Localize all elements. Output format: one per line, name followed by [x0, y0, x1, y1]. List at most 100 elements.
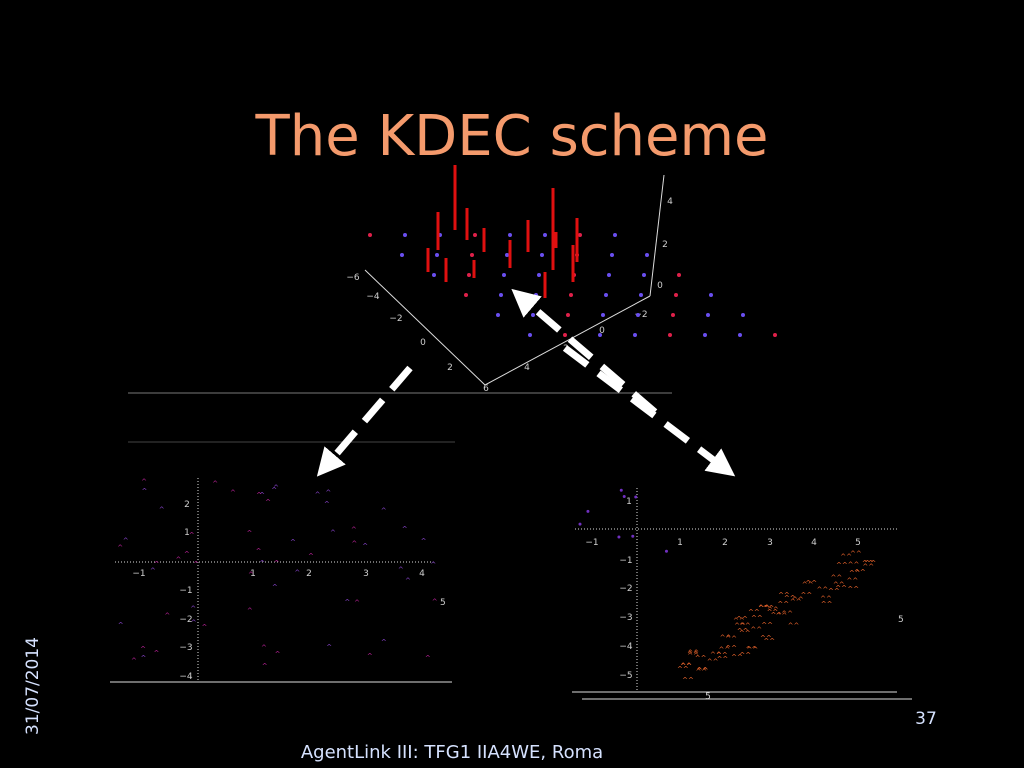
grid-point	[464, 293, 468, 297]
point: ^	[262, 663, 268, 671]
point: ^^	[746, 646, 758, 654]
tick-label: 2	[662, 240, 668, 250]
point: ^^	[739, 622, 751, 630]
tick-label: −2	[619, 584, 632, 594]
grid-point	[537, 273, 541, 277]
grid-point	[467, 273, 471, 277]
grid-point	[531, 313, 535, 317]
point: ^	[421, 537, 427, 545]
grid-point	[563, 333, 567, 337]
point: ^^	[758, 605, 770, 613]
grid-point	[639, 293, 643, 297]
point: ^	[294, 569, 300, 577]
grid-point	[566, 313, 570, 317]
arrow	[316, 365, 413, 477]
point: ^	[315, 491, 321, 499]
grid-point	[633, 333, 637, 337]
point: ^^	[849, 569, 861, 577]
point: ^	[117, 544, 123, 552]
point: ^^	[784, 594, 796, 602]
tick-label: −1	[132, 569, 145, 579]
point: ^^	[687, 650, 699, 658]
point: ^	[230, 489, 236, 497]
point: ^^	[687, 652, 699, 660]
grid-point	[435, 253, 439, 257]
point: ^	[344, 599, 350, 607]
point: ^	[131, 657, 137, 665]
point: ^^	[737, 627, 749, 635]
point: ^	[330, 529, 336, 537]
point: ^^	[720, 634, 732, 642]
point: ^^	[748, 608, 760, 616]
tick-label: −4	[179, 672, 193, 682]
point: ^^	[710, 651, 722, 659]
point: ^	[351, 526, 357, 534]
point: ^^	[750, 626, 762, 634]
grid-point	[645, 253, 649, 257]
point	[664, 549, 668, 553]
point: ^	[259, 492, 265, 500]
tick-label: 4	[667, 197, 673, 207]
tick-label: −6	[346, 273, 360, 283]
point: ^	[354, 599, 360, 607]
corner-label: 5	[440, 598, 446, 608]
point: ^	[351, 540, 357, 548]
grid-point	[607, 273, 611, 277]
bottom-label: 5	[705, 692, 711, 702]
tick-label: −1	[619, 556, 632, 566]
point: ^	[118, 621, 124, 629]
tick-label: 4	[419, 569, 425, 579]
tick-label: −4	[366, 292, 380, 302]
point: ^	[164, 612, 170, 620]
point: ^^	[800, 591, 812, 599]
arrows	[316, 288, 736, 477]
point: ^	[246, 529, 252, 537]
plot-right: −1 1 2 3 4 51−1−2−3−4−555^^^^^^ ^^^^^^^^^^^^^^…	[572, 488, 912, 702]
point: ^^	[836, 562, 848, 570]
point: ^^	[778, 591, 790, 599]
point: ^^	[695, 668, 707, 676]
grid-point	[473, 233, 477, 237]
tick-label: 1	[626, 497, 632, 507]
grid-point	[671, 313, 675, 317]
tick-label: 0	[657, 281, 663, 291]
tick-label: 2	[722, 538, 728, 548]
corner-label: 5	[898, 615, 904, 625]
point: ^^	[854, 568, 866, 576]
grid-point	[613, 233, 617, 237]
point: ^	[324, 501, 330, 509]
point: ^	[141, 478, 147, 486]
point: ^^	[805, 580, 817, 588]
point: ^	[432, 598, 438, 606]
point: ^	[150, 567, 156, 575]
point: ^^	[725, 635, 737, 643]
tick-label: 1	[250, 569, 256, 579]
point: ^	[256, 491, 262, 499]
grid-point	[677, 273, 681, 277]
grid-point	[674, 293, 678, 297]
tick-label: −3	[619, 613, 632, 623]
arrow	[562, 345, 736, 477]
point	[634, 495, 638, 499]
point: ^^	[707, 658, 719, 666]
tick-label: −5	[619, 671, 632, 681]
point: ^	[290, 538, 296, 546]
point: ^	[193, 560, 199, 568]
slide-footer: AgentLink III: TFG1 IIA4WE, Roma	[301, 742, 603, 763]
point: ^^	[790, 598, 802, 606]
point: ^	[190, 605, 196, 613]
tick-label: −2	[389, 314, 402, 324]
grid-point	[528, 333, 532, 337]
grid-point	[505, 253, 509, 257]
point: ^^	[761, 621, 773, 629]
point: ^^	[816, 586, 828, 594]
point: ^	[256, 548, 262, 556]
axis	[649, 174, 665, 297]
tick-label: 2	[306, 569, 312, 579]
point	[586, 509, 590, 513]
grid-point	[642, 273, 646, 277]
point: ^	[362, 543, 368, 551]
grid-point	[601, 313, 605, 317]
point	[631, 534, 635, 538]
